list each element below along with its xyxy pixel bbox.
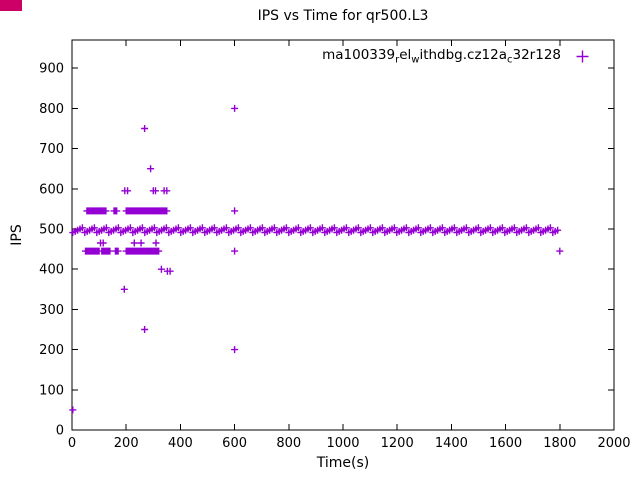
y-tick-label: 200 xyxy=(39,343,64,358)
axis-ticks xyxy=(71,40,615,431)
chart-title: IPS vs Time for qr500.L3 xyxy=(257,8,429,24)
legend-series-label: ma100339relwithdbg.cz12ac32r128 xyxy=(322,47,561,66)
data-points xyxy=(69,104,564,414)
legend: ma100339relwithdbg.cz12ac32r128 xyxy=(250,47,590,66)
y-tick-label: 800 xyxy=(39,102,64,117)
y-tick-label: 300 xyxy=(39,303,64,318)
x-axis-label: Time(s) xyxy=(316,455,370,471)
x-tick-label: 1000 xyxy=(326,436,359,451)
y-tick-label: 100 xyxy=(39,383,64,398)
plot-border xyxy=(71,39,615,431)
y-tick-label: 700 xyxy=(39,142,64,157)
x-tick-label: 800 xyxy=(276,436,301,451)
x-tick-label: 1800 xyxy=(543,436,576,451)
x-tick-label: 1600 xyxy=(489,436,522,451)
x-tick-label: 0 xyxy=(68,436,76,451)
x-tick-label: 200 xyxy=(114,436,139,451)
plus-marker-icon xyxy=(576,50,589,63)
x-tick-label: 400 xyxy=(168,436,193,451)
y-tick-label: 600 xyxy=(39,182,64,197)
x-tick-label: 600 xyxy=(222,436,247,451)
x-tick-label: 2000 xyxy=(597,436,630,451)
y-tick-label: 0 xyxy=(56,424,64,439)
y-tick-label: 400 xyxy=(39,263,64,278)
y-tick-label: 500 xyxy=(39,222,64,237)
x-tick-label: 1400 xyxy=(435,436,468,451)
screen-corner-artifact xyxy=(0,0,22,11)
x-tick-label: 1200 xyxy=(381,436,414,451)
y-tick-label: 900 xyxy=(39,62,64,77)
